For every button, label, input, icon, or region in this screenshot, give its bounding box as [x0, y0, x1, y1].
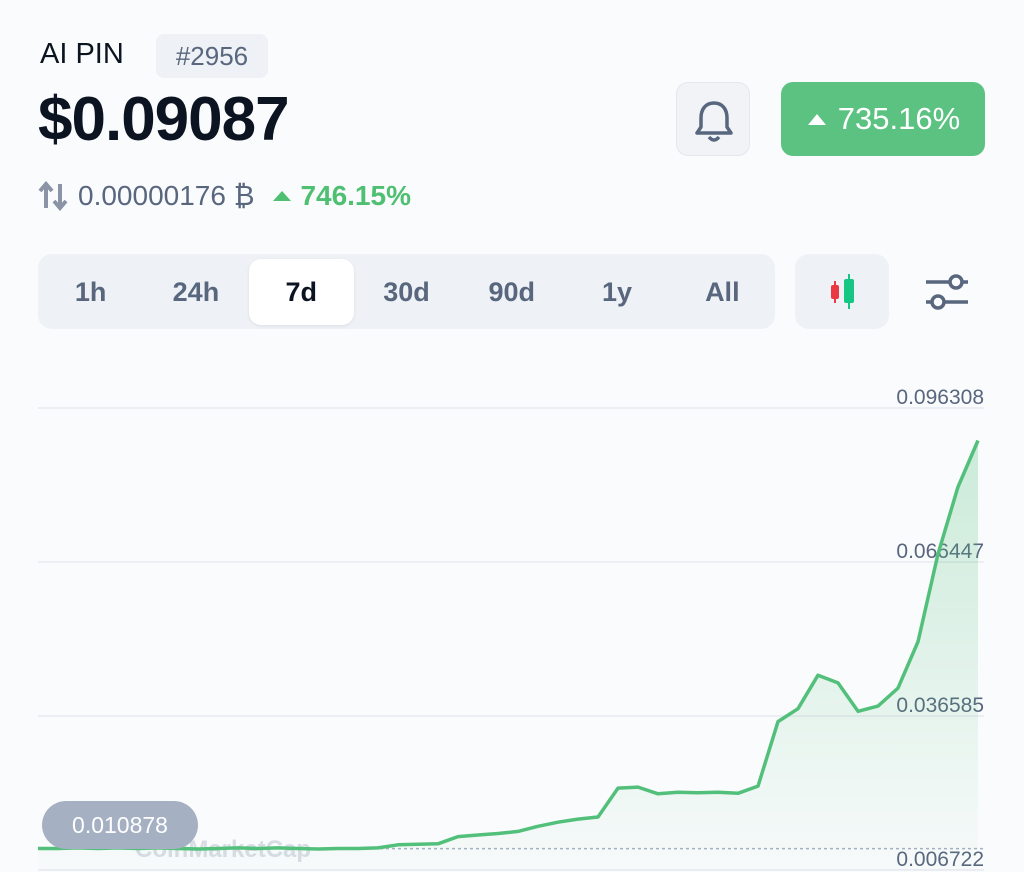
up-triangle: [807, 114, 826, 125]
swap-icon: [38, 181, 68, 211]
rank-badge: #2956: [156, 34, 268, 78]
y-tick-label: 0.096308: [896, 386, 984, 409]
timeframe-tab[interactable]: All: [705, 276, 740, 307]
alert-button[interactable]: [676, 82, 750, 156]
settings-icon: [926, 274, 968, 310]
btc-change-text: 746.15%: [300, 180, 411, 211]
change-text: 735.16%: [837, 101, 961, 136]
bell-icon: [695, 101, 733, 142]
price-line: [38, 439, 980, 851]
settings-button[interactable]: [920, 268, 974, 316]
timeframe-tabs: 1h 24h 7d 30d 90d 1y All: [38, 254, 775, 329]
timeframe-tab[interactable]: 1h: [74, 276, 107, 307]
btc-change: 746.15%: [272, 180, 411, 212]
up-triangle: [273, 191, 292, 201]
btc-price: 0.00000176 ₿: [78, 180, 255, 211]
start-label: 0.010878: [72, 812, 168, 838]
area-fill: [38, 440, 978, 870]
btc-row: 0.00000176 ₿ 746.15%: [38, 180, 411, 212]
timeframe-tab[interactable]: 7d: [248, 258, 354, 325]
change-button[interactable]: 735.16%: [781, 82, 985, 156]
candle-icon: [831, 274, 854, 309]
price: $0.09087: [38, 85, 290, 154]
timeframe-tab[interactable]: 30d: [383, 276, 430, 307]
timeframe-tab[interactable]: 90d: [488, 276, 536, 307]
coin-name: AI PIN: [40, 38, 124, 70]
start-bubble: [42, 801, 198, 849]
candle-toggle[interactable]: [795, 254, 889, 329]
timeframe-tab[interactable]: 1y: [602, 276, 633, 307]
timeframe-tab[interactable]: 24h: [172, 276, 220, 307]
